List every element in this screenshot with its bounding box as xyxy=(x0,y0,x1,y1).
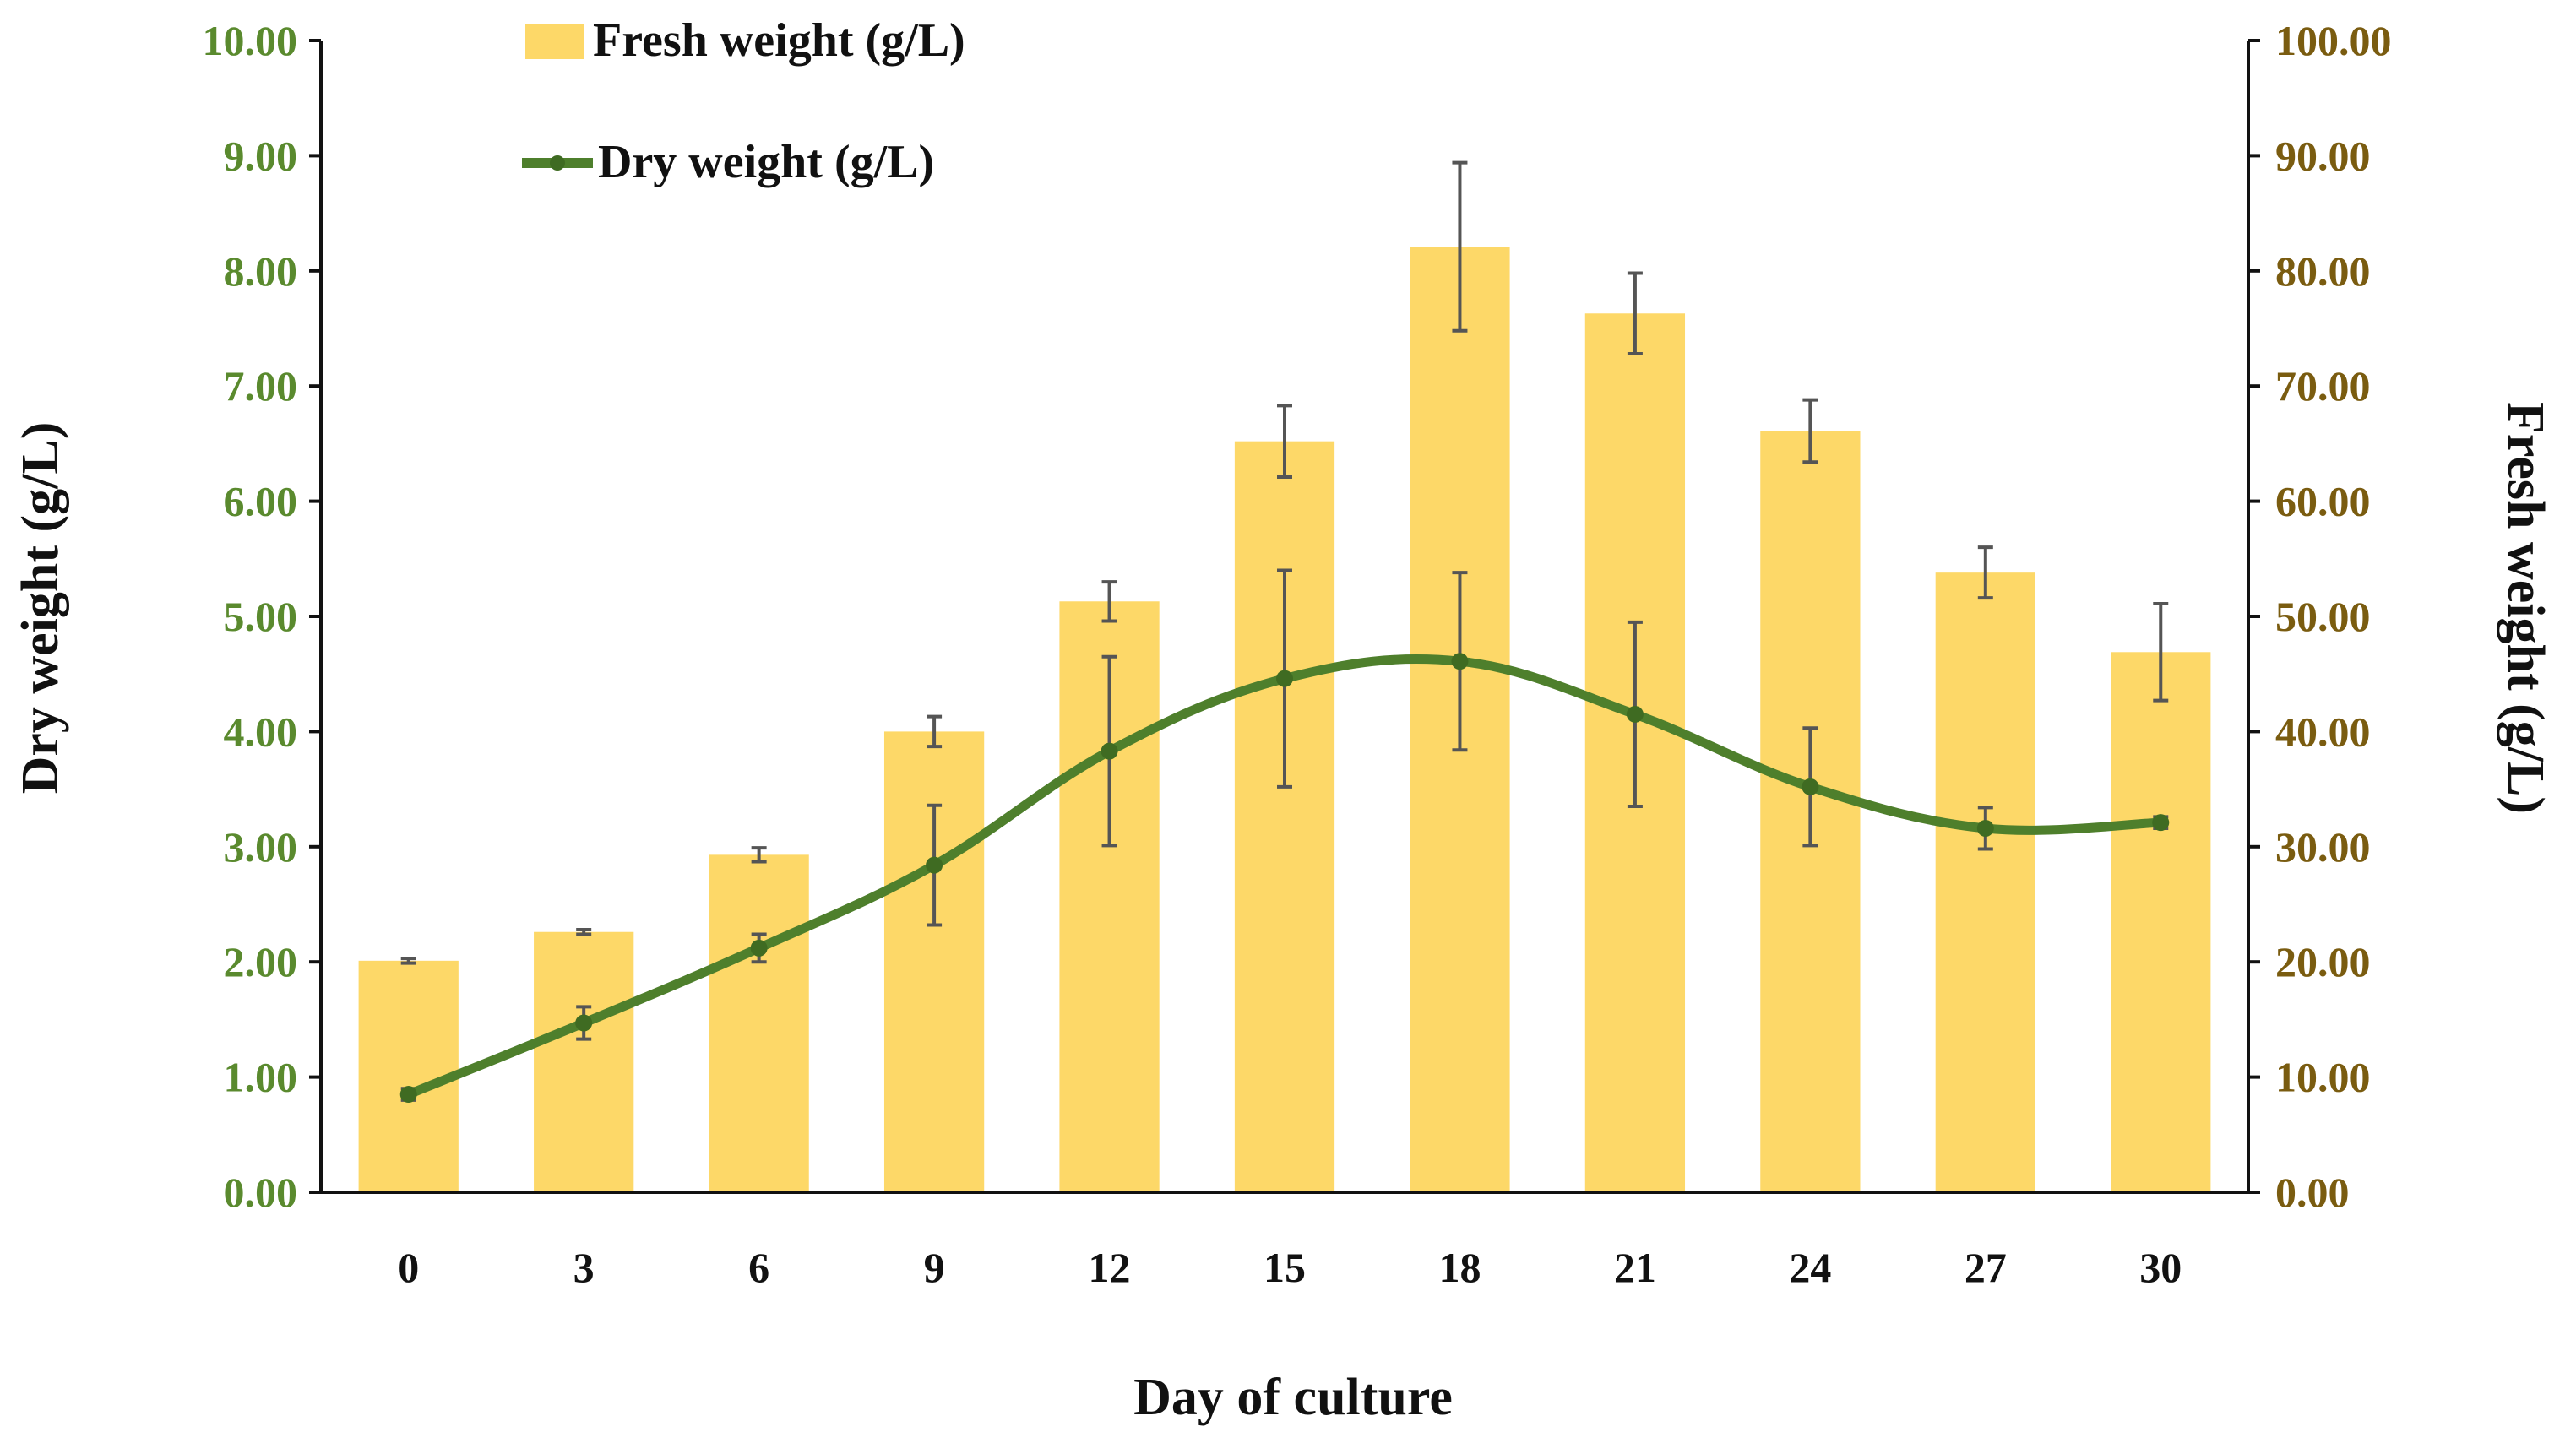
bar-day-15 xyxy=(1234,441,1335,1192)
right-tick-label: 40.00 xyxy=(2275,708,2371,755)
left-tick-label: 2.00 xyxy=(224,938,298,985)
bar-day-6 xyxy=(709,854,809,1192)
right-y-axis-title: Fresh weight (g/L) xyxy=(2497,402,2554,814)
x-tick-label: 15 xyxy=(1264,1244,1306,1291)
x-tick-label: 0 xyxy=(398,1244,419,1291)
bar-error-day-3 xyxy=(576,928,592,936)
legend-swatch-fresh-weight xyxy=(525,24,584,59)
x-tick-label: 6 xyxy=(748,1244,769,1291)
bar-error-day-12 xyxy=(1101,580,1117,623)
bar-error-day-24 xyxy=(1802,398,1818,464)
bar-day-3 xyxy=(534,931,634,1192)
x-tick-label: 24 xyxy=(1789,1244,1831,1291)
x-tick-label: 27 xyxy=(1965,1244,2007,1291)
bar-error-day-0 xyxy=(400,957,416,965)
bar-error-day-21 xyxy=(1627,271,1643,356)
fresh-weight-error-bars xyxy=(400,160,2169,965)
left-tick-label: 9.00 xyxy=(224,132,298,179)
point-day-6 xyxy=(750,939,768,957)
bar-error-day-6 xyxy=(751,846,767,864)
dry-weight-series xyxy=(399,653,2170,1104)
x-axis-title: Day of culture xyxy=(1133,1369,1453,1426)
legend-marker-dry-weight xyxy=(550,155,565,171)
tick-labels: 0.00 1.00 2.00 3.00 4.00 5.00 6.00 7.00 8.00 9.00… xyxy=(203,17,2392,1291)
right-tick-label: 60.00 xyxy=(2275,478,2371,525)
left-tick-label: 6.00 xyxy=(224,478,298,525)
left-tick-label: 5.00 xyxy=(224,593,298,640)
x-tick-label: 9 xyxy=(924,1244,945,1291)
right-tick-label: 90.00 xyxy=(2275,132,2371,179)
left-tick-label: 1.00 xyxy=(224,1054,298,1101)
point-day-24 xyxy=(1802,778,1819,795)
legend-label-dry-weight: Dry weight (g/L) xyxy=(598,136,934,188)
bar-error-day-18 xyxy=(1452,160,1468,333)
right-tick-label: 0.00 xyxy=(2275,1169,2350,1216)
left-tick-label: 7.00 xyxy=(224,362,298,410)
x-tick-label: 3 xyxy=(573,1244,595,1291)
point-day-15 xyxy=(1276,670,1293,687)
point-day-18 xyxy=(1451,653,1469,670)
left-tick-label: 4.00 xyxy=(224,708,298,755)
bar-error-day-15 xyxy=(1277,404,1292,479)
point-day-12 xyxy=(1101,742,1118,760)
fresh-weight-bars xyxy=(358,247,2211,1192)
point-day-21 xyxy=(1626,705,1644,723)
right-tick-label: 70.00 xyxy=(2275,362,2371,410)
x-tick-label: 21 xyxy=(1614,1244,1656,1291)
right-tick-label: 50.00 xyxy=(2275,593,2371,640)
bar-day-9 xyxy=(883,731,985,1192)
left-tick-label: 3.00 xyxy=(224,823,298,871)
bar-error-day-9 xyxy=(927,714,943,749)
right-tick-label: 100.00 xyxy=(2275,17,2392,64)
point-day-0 xyxy=(399,1086,417,1104)
bar-error-day-30 xyxy=(2153,601,2169,703)
point-day-30 xyxy=(2152,814,2170,832)
legend: Fresh weight (g/L) Dry weight (g/L) xyxy=(522,14,965,188)
bar-error-day-27 xyxy=(1977,545,1993,600)
right-tick-label: 30.00 xyxy=(2275,823,2371,871)
axes xyxy=(309,39,2260,1194)
x-tick-label: 18 xyxy=(1438,1244,1481,1291)
x-tick-label: 30 xyxy=(2139,1244,2182,1291)
left-y-axis-title: Dry weight (g/L) xyxy=(12,422,69,795)
point-day-9 xyxy=(926,856,943,874)
left-tick-label: 0.00 xyxy=(224,1169,298,1216)
left-tick-label: 10.00 xyxy=(203,17,298,64)
right-tick-label: 20.00 xyxy=(2275,938,2371,985)
legend-label-fresh-weight: Fresh weight (g/L) xyxy=(593,14,965,67)
right-tick-label: 80.00 xyxy=(2275,247,2371,295)
bar-day-30 xyxy=(2111,652,2211,1192)
bar-day-27 xyxy=(1935,572,2035,1192)
left-tick-label: 8.00 xyxy=(224,247,298,295)
point-day-3 xyxy=(575,1014,593,1032)
point-day-27 xyxy=(1976,819,1994,837)
right-tick-label: 10.00 xyxy=(2275,1054,2371,1101)
x-tick-label: 12 xyxy=(1089,1244,1131,1291)
